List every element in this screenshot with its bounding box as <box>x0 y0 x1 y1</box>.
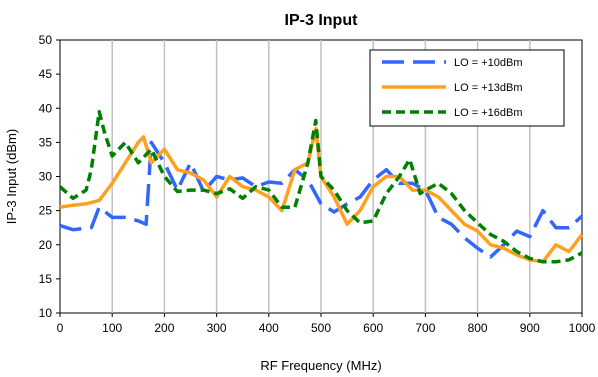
x-tick-label: 600 <box>363 321 383 335</box>
x-tick-label: 900 <box>520 321 540 335</box>
y-tick-label: 50 <box>39 33 53 47</box>
x-tick-label: 700 <box>415 321 435 335</box>
y-tick-label: 20 <box>39 238 53 252</box>
series-layer <box>58 109 584 264</box>
y-tick-label: 40 <box>39 101 53 115</box>
x-tick-label: 300 <box>207 321 227 335</box>
x-axis: 0 100 200 300 400 500 600 700 800 900 1000 <box>57 313 596 335</box>
x-axis-label: RF Frequency (MHz) <box>260 358 381 373</box>
chart-title: IP-3 Input <box>285 12 359 29</box>
series-line-3 <box>58 109 583 264</box>
x-tick-label: 400 <box>259 321 279 335</box>
x-tick-label: 800 <box>468 321 488 335</box>
legend-label-3: LO = +16dBm <box>454 107 523 119</box>
y-tick-label: 25 <box>39 204 53 218</box>
y-axis-label: IP-3 Input (dBm) <box>4 129 19 224</box>
legend: LO = +10dBm LO = +13dBm LO = +16dBm <box>369 49 565 127</box>
x-tick-label: 500 <box>311 321 331 335</box>
series-line-2 <box>59 126 584 264</box>
x-tick-label: 100 <box>102 321 122 335</box>
y-tick-label: 15 <box>39 272 53 286</box>
x-tick-label: 0 <box>57 321 64 335</box>
x-tick-label: 200 <box>154 321 174 335</box>
legend-label-2: LO = +13dBm <box>454 82 523 94</box>
series-line-1 <box>59 140 584 259</box>
y-tick-label: 30 <box>39 170 53 184</box>
y-tick-label: 45 <box>39 67 53 81</box>
y-tick-label: 10 <box>39 306 53 320</box>
legend-label-1: LO = +10dBm <box>454 57 523 69</box>
y-axis: 10 15 20 25 30 35 40 45 50 <box>39 33 60 320</box>
x-tick-label: 1000 <box>569 321 596 335</box>
y-tick-label: 35 <box>39 135 53 149</box>
